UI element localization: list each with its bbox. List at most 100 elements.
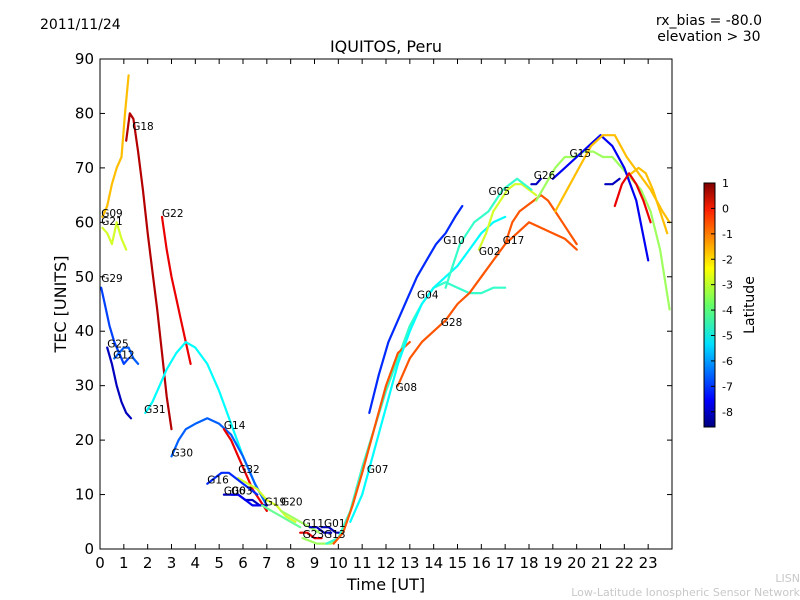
series-layer — [100, 74, 671, 545]
series-line-g31b — [604, 177, 621, 186]
colorbar-tick-label: -7 — [722, 380, 733, 393]
series-line-g05 — [444, 177, 533, 289]
satellite-label-g28: G28 — [441, 317, 463, 329]
satellite-label-g11: G11 — [303, 518, 325, 530]
y-tick-label: 30 — [75, 377, 94, 395]
series-line-g18 — [125, 112, 173, 431]
footer: LISN Low-Latitude Ionospheric Sensor Net… — [571, 572, 800, 600]
colorbar-tick-label: -4 — [722, 304, 733, 317]
colorbar-tick-label: -8 — [722, 406, 733, 419]
series-line-g20 — [280, 509, 321, 534]
series-line-g25 — [106, 346, 133, 420]
x-tick-label: 8 — [286, 554, 296, 572]
series-line-g16 — [206, 471, 259, 496]
y-axis-label: TEC [UNITS] — [51, 256, 70, 354]
satellite-label-g03: G03 — [231, 486, 253, 498]
x-tick-label: 2 — [143, 554, 153, 572]
colorbar-tick-label: -6 — [722, 355, 733, 368]
colorbar-gradient — [703, 182, 716, 428]
y-tick-label: 10 — [75, 486, 94, 504]
x-tick-label: 19 — [543, 554, 562, 572]
x-tick-label: 5 — [214, 554, 224, 572]
series-line-g12b — [630, 166, 669, 235]
satellite-label-g08: G08 — [396, 382, 418, 394]
satellite-label-g17: G17 — [503, 235, 525, 247]
satellite-label-g19: G19 — [265, 496, 287, 508]
series-line-g26 — [530, 177, 543, 186]
x-tick-label: 17 — [496, 554, 515, 572]
series-line-g24 — [551, 134, 650, 262]
x-tick-label: 18 — [519, 554, 538, 572]
y-tick-label: 0 — [84, 540, 94, 558]
y-tick-label: 50 — [75, 268, 94, 286]
satellite-label-g23: G23 — [303, 529, 325, 541]
colorbar-label: Latitude — [742, 276, 758, 334]
satellite-label-g04: G04 — [417, 290, 439, 302]
x-tick-label: 7 — [262, 554, 272, 572]
satellite-label-g18: G18 — [132, 121, 154, 133]
series-line-g21 — [101, 221, 128, 251]
satellite-label-g14: G14 — [224, 420, 246, 432]
y-axis: 0 10 20 30 40 50 60 70 80 90 — [75, 50, 672, 558]
series-line-g10 — [368, 204, 464, 414]
series-line-g12 — [113, 346, 140, 365]
x-tick-label: 23 — [639, 554, 658, 572]
satellite-label-g31: G31 — [144, 404, 166, 416]
satellite-labels: G18G09G21G22G29G25G12G31G30G14G32G16G06G… — [101, 121, 591, 541]
satellite-label-g32: G32 — [238, 464, 260, 476]
satellite-label-g15: G15 — [570, 148, 592, 160]
series-line-g08 — [332, 341, 411, 545]
satellite-label-g25: G25 — [107, 339, 129, 351]
parameters-block: rx_bias = -80.0 elevation > 30 — [656, 13, 762, 45]
footer-lisn: LISN — [775, 572, 800, 585]
series-line-g30 — [170, 417, 268, 507]
colorbar-tick-label: -5 — [722, 330, 733, 343]
series-line-g32 — [237, 477, 297, 523]
series-line-g01 — [320, 526, 342, 534]
date-label: 2011/11/24 — [40, 17, 121, 33]
colorbar-tick-label: 0 — [722, 202, 729, 215]
series-line-g15 — [535, 150, 671, 311]
colorbar-ticks: 1 0 -1 -2 -3 -4 -5 -6 -7 -8 — [711, 177, 733, 419]
series-line-g23 — [299, 531, 323, 540]
x-axis-label: Time [UT] — [346, 575, 425, 594]
x-tick-label: 3 — [167, 554, 177, 572]
x-tick-label: 10 — [329, 554, 348, 572]
satellite-label-g21: G21 — [101, 216, 123, 228]
satellite-label-g13: G13 — [324, 529, 346, 541]
x-tick-label: 6 — [238, 554, 248, 572]
series-line-g02 — [477, 183, 538, 251]
satellite-label-g29: G29 — [101, 273, 123, 285]
series-line-g19 — [261, 504, 302, 529]
x-tick-label: 9 — [310, 554, 320, 572]
x-tick-label: 16 — [472, 554, 491, 572]
satellite-label-g02: G02 — [479, 246, 501, 258]
y-tick-label: 90 — [75, 50, 94, 68]
y-tick-label: 40 — [75, 322, 94, 340]
x-tick-label: 14 — [424, 554, 443, 572]
x-tick-label: 0 — [95, 554, 105, 572]
y-tick-label: 20 — [75, 431, 94, 449]
y-tick-label: 80 — [75, 104, 94, 122]
x-tick-label: 11 — [353, 554, 372, 572]
x-tick-label: 21 — [591, 554, 610, 572]
x-tick-label: 1 — [119, 554, 129, 572]
y-tick-label: 70 — [75, 159, 94, 177]
satellite-label-g06: G06 — [224, 486, 246, 498]
satellite-label-g07: G07 — [367, 464, 389, 476]
satellite-label-g30: G30 — [172, 447, 194, 459]
satellite-label-g01: G01 — [324, 518, 346, 530]
satellite-label-g12: G12 — [113, 349, 135, 361]
x-tick-label: 20 — [567, 554, 586, 572]
satellite-label-g20: G20 — [281, 496, 303, 508]
series-line-g17 — [504, 194, 578, 246]
satellite-label-g16: G16 — [207, 475, 229, 487]
satellite-label-g09: G09 — [101, 208, 123, 220]
series-line-g04 — [349, 215, 507, 523]
y-tick-label: 60 — [75, 213, 94, 231]
satellite-label-g05: G05 — [489, 186, 511, 198]
x-tick-label: 13 — [400, 554, 419, 572]
elevation-label: elevation > 30 — [657, 29, 761, 45]
series-line-g03 — [230, 493, 261, 507]
